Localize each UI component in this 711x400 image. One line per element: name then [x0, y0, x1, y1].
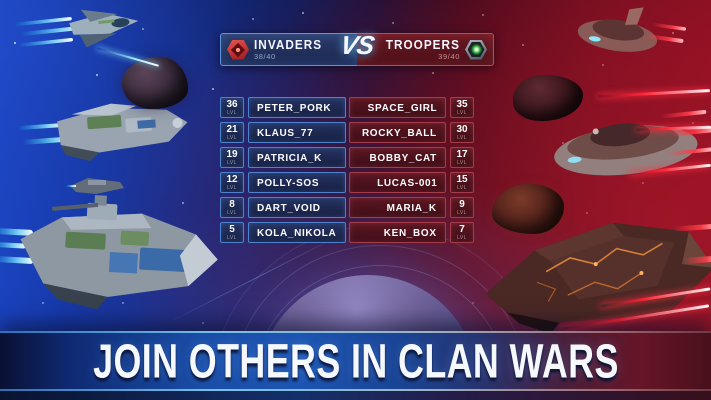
- red-saucer-ship: [554, 109, 711, 176]
- left-player-level: 5 LVL: [220, 222, 244, 243]
- team-score: 38/40: [254, 52, 276, 61]
- scoreboard-header: INVADERS 38/40 TROOPERS 39/40 VS: [220, 30, 494, 66]
- match-row: 8 LVL DART_VOID MARIA_K 9 LVL: [220, 197, 474, 218]
- stars-decoration: [0, 0, 2, 2]
- match-row: 21 LVL KLAUS_77 ROCKY_BALL 30 LVL: [220, 122, 474, 143]
- left-player-level: 8 LVL: [220, 197, 244, 218]
- left-player-name[interactable]: POLLY-SOS: [248, 172, 346, 193]
- troopers-emblem-icon: [465, 39, 487, 60]
- vs-label: VS: [338, 30, 377, 60]
- left-player-name[interactable]: KOLA_NIKOLA: [248, 222, 346, 243]
- asteroid: [492, 184, 564, 234]
- blue-cruiser-ship: [18, 103, 188, 162]
- left-player-name[interactable]: PATRICIA_K: [248, 147, 346, 168]
- invaders-emblem-icon: [227, 39, 249, 60]
- team-name: INVADERS: [254, 37, 323, 52]
- right-player-name[interactable]: ROCKY_BALL: [348, 122, 446, 143]
- red-battleship-ship: [485, 222, 711, 334]
- right-player-level: 15 LVL: [450, 172, 474, 193]
- match-row: 5 LVL KOLA_NIKOLA KEN_BOX 7 LVL: [220, 222, 474, 243]
- team-name: TROOPERS: [385, 37, 460, 52]
- blue-battleship-ship: [0, 195, 218, 310]
- left-player-name[interactable]: KLAUS_77: [248, 122, 346, 143]
- scoreboard-rows: 36 LVL PETER_PORK SPACE_GIRL 35 LVL 21 L…: [220, 97, 474, 243]
- team-score: 39/40: [438, 52, 460, 61]
- match-row: 36 LVL PETER_PORK SPACE_GIRL 35 LVL: [220, 97, 474, 118]
- right-player-name[interactable]: MARIA_K: [348, 197, 446, 218]
- match-row: 19 LVL PATRICIA_K BOBBY_CAT 17 LVL: [220, 147, 474, 168]
- blue-frigate-ship: [66, 178, 124, 194]
- banner-title: JOIN OTHERS IN CLAN WARS: [92, 333, 619, 389]
- left-player-level: 19 LVL: [220, 147, 244, 168]
- right-player-name[interactable]: LUCAS-001: [348, 172, 446, 193]
- blue-fighter-ship: [15, 9, 139, 48]
- left-player-level: 12 LVL: [220, 172, 244, 193]
- left-player-level: 21 LVL: [220, 122, 244, 143]
- left-player-name[interactable]: PETER_PORK: [248, 97, 346, 118]
- left-player-name[interactable]: DART_VOID: [248, 197, 346, 218]
- bottom-strip: [0, 391, 711, 400]
- team-troopers-header[interactable]: TROOPERS 39/40: [357, 33, 494, 66]
- right-player-name[interactable]: KEN_BOX: [348, 222, 446, 243]
- right-player-level: 30 LVL: [450, 122, 474, 143]
- clan-war-scoreboard: INVADERS 38/40 TROOPERS 39/40 VS 36 LVL: [220, 30, 494, 243]
- right-player-level: 9 LVL: [450, 197, 474, 218]
- laser-beam: [597, 89, 711, 98]
- clan-wars-banner: JOIN OTHERS IN CLAN WARS: [0, 331, 711, 391]
- right-player-level: 35 LVL: [450, 97, 474, 118]
- left-player-level: 36 LVL: [220, 97, 244, 118]
- right-player-level: 17 LVL: [450, 147, 474, 168]
- team-invaders-header[interactable]: INVADERS 38/40: [220, 33, 357, 66]
- right-player-name[interactable]: SPACE_GIRL: [348, 97, 446, 118]
- red-cruiser-ship: [577, 7, 686, 52]
- right-player-level: 7 LVL: [450, 222, 474, 243]
- match-row: 12 LVL POLLY-SOS LUCAS-001 15 LVL: [220, 172, 474, 193]
- right-player-name[interactable]: BOBBY_CAT: [348, 147, 446, 168]
